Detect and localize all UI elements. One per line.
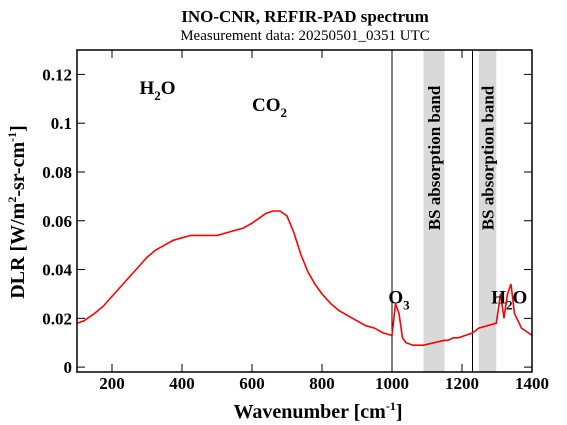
x-tick-label-3: 800	[309, 374, 335, 393]
y-tick-label-1: 0.02	[42, 309, 72, 328]
chart-title: INO-CNR, REFIR-PAD spectrum	[181, 7, 429, 26]
y-tick-label-6: 0.12	[42, 65, 72, 84]
absorption-bands: BS absorption band BS absorption band	[423, 50, 498, 372]
band-label-1: BS absorption band	[479, 85, 498, 230]
x-tick-label-6: 1400	[515, 374, 549, 393]
y-axis-label-sup2: -1	[5, 132, 19, 142]
x-tick-label-4: 1000	[375, 374, 409, 393]
band-label-0: BS absorption band	[425, 85, 444, 230]
vertical-lines	[391, 50, 473, 372]
y-axis-label-sup1: 2	[5, 197, 19, 203]
x-tick-label-5: 1200	[445, 374, 479, 393]
spectrum-line	[76, 210, 533, 347]
x-tick-label-0: 200	[99, 374, 125, 393]
annotation-h2o-left: H2O	[139, 78, 175, 103]
y-axis-label-p3: ]	[7, 125, 29, 132]
absorption-band-0	[423, 50, 445, 372]
plot-frame	[76, 49, 533, 373]
annotation-o3: O3	[388, 288, 410, 313]
chart-subtitle: Measurement data: 20250501_0351 UTC	[180, 28, 430, 44]
y-tick-label-0: 0	[64, 358, 73, 377]
y-axis-label-p1: DLR [W/m	[7, 202, 29, 298]
x-axis-label-main: Wavenumber [cm	[233, 401, 386, 423]
x-axis-label: Wavenumber [cm-1]	[233, 399, 402, 423]
y-tick-label-5: 0.1	[51, 114, 72, 133]
y-tick-label-4: 0.08	[42, 163, 72, 182]
x-tick-label-2: 600	[239, 374, 265, 393]
y-axis-label: DLR [W/m2-sr-cm-1]	[5, 125, 29, 299]
annotations: H2O CO2 O3 H2O	[139, 78, 527, 313]
y-tick-label-2: 0.04	[42, 261, 72, 280]
x-tick-label-1: 400	[169, 374, 195, 393]
annotation-co2: CO2	[252, 95, 287, 120]
y-tick-label-3: 0.06	[42, 212, 72, 231]
y-axis-label-p2: -sr-cm	[7, 142, 29, 197]
tick-labels: 200 400 600 800 1000 1200 1400 0 0.02 0.04 0.06 0.0…	[42, 65, 549, 393]
absorption-band-1	[478, 50, 497, 372]
spectrum-line-layer	[76, 210, 533, 347]
x-axis-label-sup: -1	[386, 399, 396, 413]
annotation-h2o-right: H2O	[491, 288, 527, 313]
x-axis-label-close: ]	[396, 401, 403, 423]
